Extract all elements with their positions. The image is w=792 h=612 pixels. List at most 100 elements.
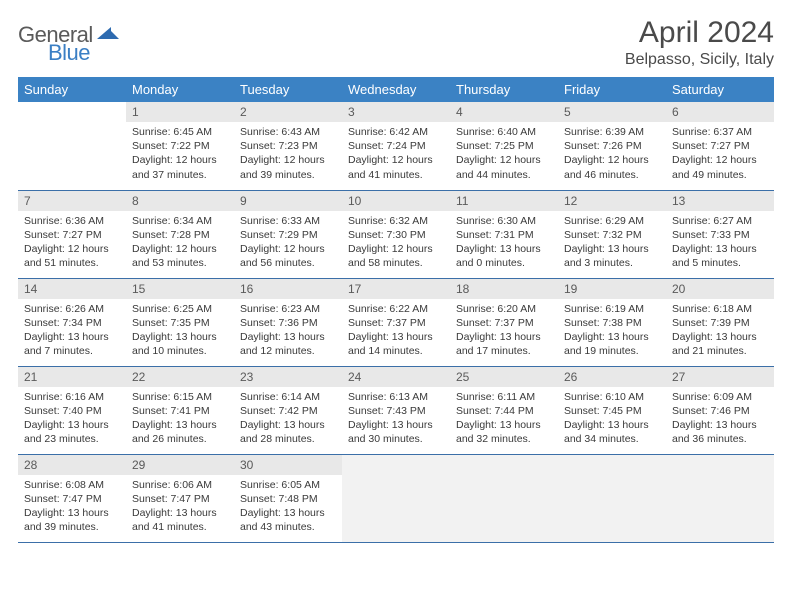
day-number: 17 bbox=[342, 279, 450, 299]
day-number: 5 bbox=[558, 102, 666, 122]
calendar-cell: 12Sunrise: 6:29 AMSunset: 7:32 PMDayligh… bbox=[558, 190, 666, 278]
calendar-cell bbox=[342, 454, 450, 542]
day-content: Sunrise: 6:20 AMSunset: 7:37 PMDaylight:… bbox=[450, 299, 558, 365]
day-number: 18 bbox=[450, 279, 558, 299]
calendar-cell: 11Sunrise: 6:30 AMSunset: 7:31 PMDayligh… bbox=[450, 190, 558, 278]
day-number: 16 bbox=[234, 279, 342, 299]
day-content: Sunrise: 6:26 AMSunset: 7:34 PMDaylight:… bbox=[18, 299, 126, 365]
day-content: Sunrise: 6:23 AMSunset: 7:36 PMDaylight:… bbox=[234, 299, 342, 365]
month-title: April 2024 bbox=[625, 16, 774, 49]
header: General April 2024 Belpasso, Sicily, Ita… bbox=[18, 16, 774, 69]
calendar-page: General April 2024 Belpasso, Sicily, Ita… bbox=[0, 0, 792, 612]
day-content: Sunrise: 6:10 AMSunset: 7:45 PMDaylight:… bbox=[558, 387, 666, 453]
day-number: 3 bbox=[342, 102, 450, 122]
calendar-cell bbox=[18, 102, 126, 190]
day-number: 7 bbox=[18, 191, 126, 211]
calendar-cell: 3Sunrise: 6:42 AMSunset: 7:24 PMDaylight… bbox=[342, 102, 450, 190]
day-content: Sunrise: 6:43 AMSunset: 7:23 PMDaylight:… bbox=[234, 122, 342, 188]
calendar-cell: 30Sunrise: 6:05 AMSunset: 7:48 PMDayligh… bbox=[234, 454, 342, 542]
day-number: 10 bbox=[342, 191, 450, 211]
calendar-cell: 27Sunrise: 6:09 AMSunset: 7:46 PMDayligh… bbox=[666, 366, 774, 454]
day-content: Sunrise: 6:45 AMSunset: 7:22 PMDaylight:… bbox=[126, 122, 234, 188]
calendar-cell: 9Sunrise: 6:33 AMSunset: 7:29 PMDaylight… bbox=[234, 190, 342, 278]
title-block: April 2024 Belpasso, Sicily, Italy bbox=[625, 16, 774, 69]
day-number: 9 bbox=[234, 191, 342, 211]
calendar-cell: 21Sunrise: 6:16 AMSunset: 7:40 PMDayligh… bbox=[18, 366, 126, 454]
day-number: 24 bbox=[342, 367, 450, 387]
day-content: Sunrise: 6:06 AMSunset: 7:47 PMDaylight:… bbox=[126, 475, 234, 541]
day-number: 30 bbox=[234, 455, 342, 475]
day-number: 1 bbox=[126, 102, 234, 122]
weekday-header: Monday bbox=[126, 77, 234, 102]
day-number: 21 bbox=[18, 367, 126, 387]
calendar-cell: 24Sunrise: 6:13 AMSunset: 7:43 PMDayligh… bbox=[342, 366, 450, 454]
day-content: Sunrise: 6:14 AMSunset: 7:42 PMDaylight:… bbox=[234, 387, 342, 453]
weekday-header: Wednesday bbox=[342, 77, 450, 102]
calendar-row: 14Sunrise: 6:26 AMSunset: 7:34 PMDayligh… bbox=[18, 278, 774, 366]
location: Belpasso, Sicily, Italy bbox=[625, 51, 774, 69]
calendar-cell: 20Sunrise: 6:18 AMSunset: 7:39 PMDayligh… bbox=[666, 278, 774, 366]
weekday-header: Thursday bbox=[450, 77, 558, 102]
day-content: Sunrise: 6:16 AMSunset: 7:40 PMDaylight:… bbox=[18, 387, 126, 453]
day-content: Sunrise: 6:30 AMSunset: 7:31 PMDaylight:… bbox=[450, 211, 558, 277]
calendar-cell: 14Sunrise: 6:26 AMSunset: 7:34 PMDayligh… bbox=[18, 278, 126, 366]
calendar-cell: 4Sunrise: 6:40 AMSunset: 7:25 PMDaylight… bbox=[450, 102, 558, 190]
weekday-header: Tuesday bbox=[234, 77, 342, 102]
calendar-row: 7Sunrise: 6:36 AMSunset: 7:27 PMDaylight… bbox=[18, 190, 774, 278]
calendar-cell: 28Sunrise: 6:08 AMSunset: 7:47 PMDayligh… bbox=[18, 454, 126, 542]
day-content: Sunrise: 6:37 AMSunset: 7:27 PMDaylight:… bbox=[666, 122, 774, 188]
calendar-cell: 23Sunrise: 6:14 AMSunset: 7:42 PMDayligh… bbox=[234, 366, 342, 454]
day-number: 11 bbox=[450, 191, 558, 211]
weekday-header: Sunday bbox=[18, 77, 126, 102]
day-number: 20 bbox=[666, 279, 774, 299]
day-content: Sunrise: 6:19 AMSunset: 7:38 PMDaylight:… bbox=[558, 299, 666, 365]
calendar-row: 28Sunrise: 6:08 AMSunset: 7:47 PMDayligh… bbox=[18, 454, 774, 542]
calendar-cell: 6Sunrise: 6:37 AMSunset: 7:27 PMDaylight… bbox=[666, 102, 774, 190]
calendar-table: SundayMondayTuesdayWednesdayThursdayFrid… bbox=[18, 77, 774, 543]
calendar-cell bbox=[666, 454, 774, 542]
day-number: 12 bbox=[558, 191, 666, 211]
day-content: Sunrise: 6:42 AMSunset: 7:24 PMDaylight:… bbox=[342, 122, 450, 188]
day-number: 28 bbox=[18, 455, 126, 475]
calendar-cell: 2Sunrise: 6:43 AMSunset: 7:23 PMDaylight… bbox=[234, 102, 342, 190]
day-content: Sunrise: 6:39 AMSunset: 7:26 PMDaylight:… bbox=[558, 122, 666, 188]
calendar-body: 1Sunrise: 6:45 AMSunset: 7:22 PMDaylight… bbox=[18, 102, 774, 542]
day-number: 8 bbox=[126, 191, 234, 211]
calendar-cell: 22Sunrise: 6:15 AMSunset: 7:41 PMDayligh… bbox=[126, 366, 234, 454]
day-content: Sunrise: 6:09 AMSunset: 7:46 PMDaylight:… bbox=[666, 387, 774, 453]
day-number: 26 bbox=[558, 367, 666, 387]
calendar-cell: 5Sunrise: 6:39 AMSunset: 7:26 PMDaylight… bbox=[558, 102, 666, 190]
day-content: Sunrise: 6:36 AMSunset: 7:27 PMDaylight:… bbox=[18, 211, 126, 277]
day-number: 19 bbox=[558, 279, 666, 299]
day-number: 2 bbox=[234, 102, 342, 122]
day-number: 14 bbox=[18, 279, 126, 299]
calendar-row: 1Sunrise: 6:45 AMSunset: 7:22 PMDaylight… bbox=[18, 102, 774, 190]
day-content: Sunrise: 6:32 AMSunset: 7:30 PMDaylight:… bbox=[342, 211, 450, 277]
day-number: 13 bbox=[666, 191, 774, 211]
calendar-cell bbox=[558, 454, 666, 542]
day-content: Sunrise: 6:29 AMSunset: 7:32 PMDaylight:… bbox=[558, 211, 666, 277]
day-content: Sunrise: 6:40 AMSunset: 7:25 PMDaylight:… bbox=[450, 122, 558, 188]
calendar-cell: 15Sunrise: 6:25 AMSunset: 7:35 PMDayligh… bbox=[126, 278, 234, 366]
calendar-cell: 19Sunrise: 6:19 AMSunset: 7:38 PMDayligh… bbox=[558, 278, 666, 366]
day-content: Sunrise: 6:11 AMSunset: 7:44 PMDaylight:… bbox=[450, 387, 558, 453]
day-number: 4 bbox=[450, 102, 558, 122]
calendar-cell: 1Sunrise: 6:45 AMSunset: 7:22 PMDaylight… bbox=[126, 102, 234, 190]
day-content: Sunrise: 6:33 AMSunset: 7:29 PMDaylight:… bbox=[234, 211, 342, 277]
calendar-cell: 29Sunrise: 6:06 AMSunset: 7:47 PMDayligh… bbox=[126, 454, 234, 542]
day-content: Sunrise: 6:13 AMSunset: 7:43 PMDaylight:… bbox=[342, 387, 450, 453]
day-content: Sunrise: 6:22 AMSunset: 7:37 PMDaylight:… bbox=[342, 299, 450, 365]
day-number: 6 bbox=[666, 102, 774, 122]
day-content: Sunrise: 6:08 AMSunset: 7:47 PMDaylight:… bbox=[18, 475, 126, 541]
day-number: 15 bbox=[126, 279, 234, 299]
day-number: 25 bbox=[450, 367, 558, 387]
day-content: Sunrise: 6:27 AMSunset: 7:33 PMDaylight:… bbox=[666, 211, 774, 277]
calendar-cell: 16Sunrise: 6:23 AMSunset: 7:36 PMDayligh… bbox=[234, 278, 342, 366]
calendar-cell bbox=[450, 454, 558, 542]
weekday-header-row: SundayMondayTuesdayWednesdayThursdayFrid… bbox=[18, 77, 774, 102]
calendar-cell: 7Sunrise: 6:36 AMSunset: 7:27 PMDaylight… bbox=[18, 190, 126, 278]
calendar-cell: 10Sunrise: 6:32 AMSunset: 7:30 PMDayligh… bbox=[342, 190, 450, 278]
day-content: Sunrise: 6:34 AMSunset: 7:28 PMDaylight:… bbox=[126, 211, 234, 277]
logo-blue-wrap: Blue bbox=[48, 40, 90, 66]
day-number: 22 bbox=[126, 367, 234, 387]
